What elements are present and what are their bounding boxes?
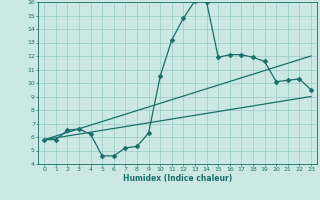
X-axis label: Humidex (Indice chaleur): Humidex (Indice chaleur) xyxy=(123,174,232,183)
